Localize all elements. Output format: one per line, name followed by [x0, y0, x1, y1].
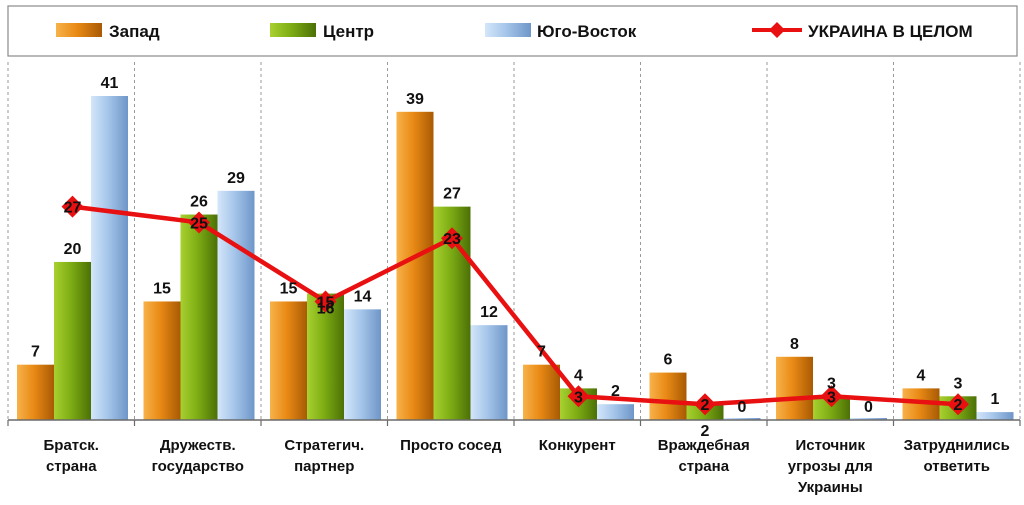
bar-zapad [523, 364, 560, 420]
legend-label-yugo-vostok: Юго-Восток [537, 22, 637, 41]
data-label-yugo-vostok: 29 [227, 170, 245, 187]
data-label-tsentr: 16 [317, 301, 335, 318]
bar-yugo-vostok [470, 325, 508, 420]
data-label-ukraina: 3 [574, 389, 583, 406]
category-label: Просто сосед [400, 437, 502, 454]
marker-ukraina [314, 290, 337, 313]
data-label-yugo-vostok: 0 [738, 399, 747, 416]
data-label-tsentr: 3 [827, 375, 836, 392]
legend-swatch-tsentr [270, 23, 316, 37]
category-label: Братск. страна [44, 437, 99, 475]
bar-zapad [776, 356, 813, 420]
marker-ukraina [61, 195, 84, 218]
bar-tsentr [307, 293, 344, 420]
data-label-ukraina: 2 [701, 397, 710, 414]
marker-ukraina [188, 211, 210, 234]
bar-zapad [17, 364, 54, 420]
data-label-yugo-vostok: 41 [101, 75, 119, 92]
legend: Запад Центр Юго-Восток УКРАИНА В ЦЕЛОМ [7, 5, 1018, 57]
bar-yugo-vostok [91, 96, 128, 420]
data-label-yugo-vostok: 12 [480, 304, 498, 321]
data-label-zapad: 4 [917, 367, 926, 384]
legend-label-zapad: Запад [109, 22, 160, 41]
bar-yugo-vostok [217, 190, 255, 420]
bar-zapad [396, 111, 434, 421]
bar-yugo-vostok [344, 309, 381, 420]
legend-swatch-yugo-vostok [485, 23, 531, 37]
data-label-zapad: 7 [31, 344, 40, 361]
data-label-zapad: 7 [537, 344, 546, 361]
data-label-tsentr: 20 [64, 241, 82, 258]
legend-label-tsentr: Центр [323, 22, 374, 41]
marker-ukraina [820, 385, 843, 408]
data-label-ukraina: 25 [190, 215, 208, 232]
bar-zapad [270, 301, 307, 420]
data-label-tsentr: 4 [574, 367, 583, 384]
bar-yugo-vostok [723, 418, 761, 420]
bar-zapad [649, 372, 687, 420]
marker-ukraina [567, 385, 590, 408]
data-label-yugo-vostok: 14 [354, 288, 372, 305]
data-label-yugo-vostok: 2 [611, 383, 620, 400]
marker-ukraina [441, 227, 463, 250]
data-label-zapad: 6 [664, 352, 673, 369]
marker-ukraina [694, 393, 716, 416]
data-label-tsentr: 27 [443, 186, 461, 203]
bar-tsentr [813, 396, 850, 420]
data-label-zapad: 39 [406, 91, 424, 108]
category-label: Дружеств. государство [152, 437, 244, 475]
legend-marker-ukraina [769, 22, 785, 38]
legend-swatch-zapad [56, 23, 102, 37]
data-label-zapad: 15 [153, 280, 171, 297]
bar-tsentr [180, 214, 218, 420]
data-label-yugo-vostok: 1 [991, 391, 1000, 408]
category-label: Враждебная страна [658, 437, 750, 475]
bar-tsentr [54, 261, 91, 420]
bar-zapad [143, 301, 181, 420]
data-label-tsentr: 3 [954, 375, 963, 392]
category-label: Конкурент [539, 437, 616, 454]
data-label-zapad: 15 [280, 280, 298, 297]
marker-ukraina [947, 393, 969, 416]
data-label-tsentr: 26 [190, 194, 208, 211]
category-label: Затруднились ответить [904, 437, 1010, 475]
data-label-ukraina: 3 [827, 389, 836, 406]
bar-yugo-vostok [850, 418, 887, 420]
data-label-zapad: 8 [790, 336, 799, 353]
line-ukraina [72, 204, 959, 407]
data-label-ukraina: 15 [317, 294, 335, 311]
bar-yugo-vostok [976, 412, 1014, 420]
data-label-ukraina: 2 [954, 397, 963, 414]
legend-label-ukraina: УКРАИНА В ЦЕЛОМ [808, 22, 973, 41]
category-label: Источник угрозы для Украины [788, 437, 873, 496]
data-label-yugo-vostok: 0 [864, 399, 873, 416]
category-label: Стратегич. партнер [284, 437, 364, 475]
data-label-ukraina: 23 [443, 231, 461, 248]
data-label-ukraina: 27 [64, 200, 82, 217]
data-label-tsentr: 2 [701, 423, 710, 440]
bar-yugo-vostok [597, 404, 634, 420]
